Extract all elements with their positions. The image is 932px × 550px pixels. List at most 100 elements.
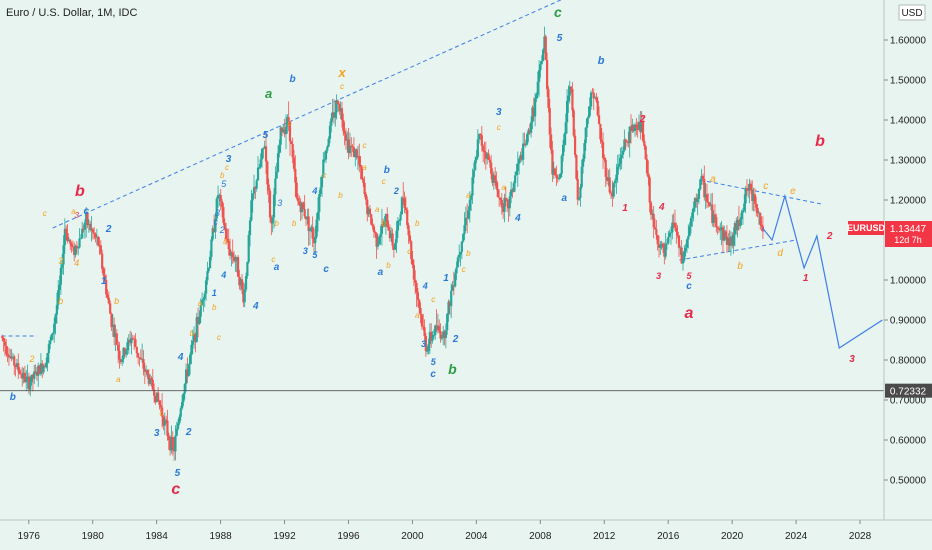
- candle-body: [379, 233, 382, 237]
- price-axis-panel[interactable]: [884, 0, 932, 520]
- candle: [326, 144, 329, 154]
- candle-body: [588, 106, 591, 117]
- candle: [274, 166, 277, 207]
- candle: [530, 116, 533, 138]
- candle-body: [139, 357, 142, 360]
- candle-body: [290, 141, 293, 144]
- wave-label: 3: [215, 208, 220, 218]
- candle: [158, 399, 161, 410]
- candle-body: [616, 166, 619, 175]
- candle-body: [141, 358, 144, 360]
- candle: [110, 312, 113, 332]
- candle-body: [480, 135, 483, 146]
- candle-body: [200, 300, 204, 305]
- wave-label: b: [381, 219, 386, 228]
- candle: [621, 146, 625, 159]
- candle-body: [370, 214, 373, 225]
- candle-body: [490, 162, 493, 174]
- candle: [424, 332, 427, 357]
- candle: [661, 242, 665, 253]
- candle: [262, 147, 265, 159]
- wave-label: 2: [28, 354, 34, 364]
- candle-body: [363, 182, 366, 195]
- candle: [612, 182, 615, 199]
- candle-body: [757, 212, 761, 214]
- candle-body: [190, 344, 193, 356]
- wave-label: a: [116, 375, 121, 384]
- candle-body: [322, 159, 325, 177]
- candle: [460, 241, 463, 260]
- candle: [340, 101, 344, 128]
- candle: [66, 224, 69, 244]
- candle: [695, 193, 698, 208]
- candle: [286, 114, 289, 134]
- wave-label: b: [815, 133, 825, 150]
- candle: [14, 364, 17, 377]
- candle: [138, 357, 141, 367]
- candle-body: [359, 165, 362, 168]
- candle: [49, 336, 52, 350]
- candle: [182, 392, 185, 407]
- candle-body: [230, 252, 233, 256]
- candle-body: [414, 279, 417, 283]
- candle: [190, 339, 193, 365]
- candle-body: [371, 224, 374, 227]
- candle: [122, 347, 125, 364]
- x-tick-label: 2020: [721, 531, 744, 542]
- candle: [427, 338, 430, 355]
- candle-body: [356, 156, 360, 158]
- candle-body: [508, 196, 511, 209]
- candle-body: [442, 331, 445, 338]
- currency-button[interactable]: USD: [898, 4, 926, 21]
- candle: [287, 101, 290, 132]
- candle-body: [454, 273, 457, 287]
- candle-body: [392, 245, 396, 250]
- candle: [17, 353, 20, 379]
- candle-body: [86, 212, 89, 225]
- time-axis-panel[interactable]: [0, 520, 932, 550]
- candle: [544, 34, 547, 61]
- candle-body: [424, 335, 427, 352]
- candle-body: [564, 122, 567, 134]
- candle-body: [306, 216, 309, 220]
- candle-body: [415, 282, 418, 293]
- candle: [684, 243, 687, 257]
- candle: [688, 222, 691, 237]
- candle: [492, 171, 495, 190]
- candle-body: [99, 245, 102, 254]
- candle: [70, 241, 73, 253]
- candle-body: [435, 325, 438, 330]
- candle: [246, 261, 249, 279]
- x-tick-label: 1984: [146, 531, 169, 542]
- candle: [111, 313, 114, 337]
- candle-body: [78, 238, 81, 248]
- candle-body: [22, 372, 25, 379]
- candle: [747, 184, 750, 198]
- candle: [657, 235, 661, 258]
- candle: [10, 349, 13, 362]
- candle-body: [407, 225, 410, 236]
- y-tick-label: 0.60000: [890, 436, 927, 447]
- candle-body: [82, 228, 85, 230]
- candle: [95, 228, 98, 246]
- candle-body: [531, 107, 534, 123]
- candle: [344, 128, 348, 150]
- candle: [284, 114, 288, 150]
- candle-body: [30, 374, 33, 383]
- candle: [139, 349, 142, 361]
- candle: [700, 168, 703, 185]
- wave-label: a: [71, 207, 76, 216]
- candle-body: [53, 323, 56, 333]
- wave-label: b: [220, 171, 225, 180]
- candle-body: [304, 216, 308, 220]
- candle-body: [733, 223, 737, 235]
- candle-body: [530, 122, 533, 133]
- candle-body: [641, 121, 645, 141]
- candle: [42, 364, 45, 375]
- candle-body: [216, 195, 220, 199]
- candle-body: [427, 344, 430, 352]
- candle-body: [59, 267, 62, 285]
- candle: [267, 178, 270, 203]
